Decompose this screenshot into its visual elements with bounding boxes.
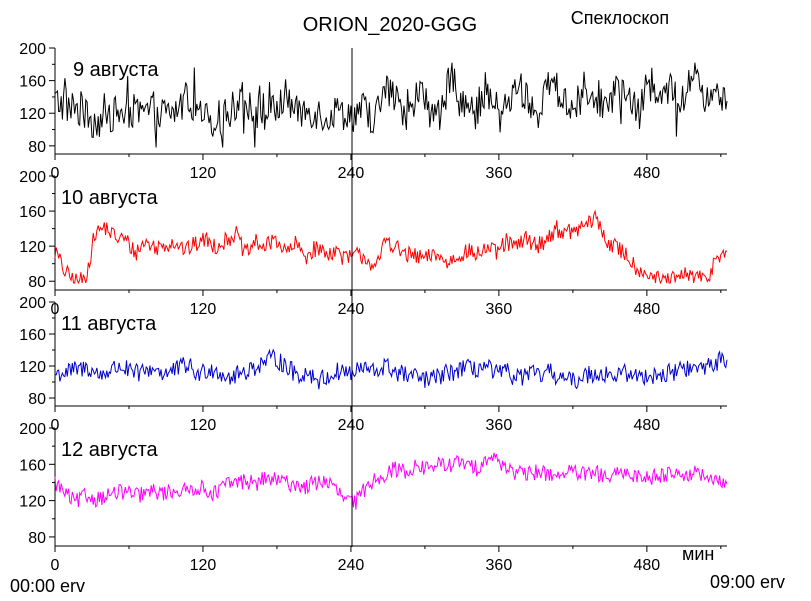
x-tick-label: 120 <box>190 417 217 434</box>
y-tick-label: 80 <box>28 274 46 291</box>
y-tick-label: 160 <box>19 74 46 91</box>
panel-3: 80 120 160 200 0 120 240 360 480 11 августа <box>19 295 728 434</box>
x-tick-label: 240 <box>338 557 365 574</box>
x-tick-label: 120 <box>190 557 217 574</box>
x-tick-label: 360 <box>486 417 513 434</box>
x-tick-label: 120 <box>190 301 217 318</box>
y-tick-label: 120 <box>19 106 46 123</box>
chart-subtitle: Спеклоскоп <box>571 8 669 28</box>
x-tick-label: 480 <box>634 301 661 318</box>
y-tick-label: 80 <box>28 139 46 156</box>
x-tick-label: 480 <box>634 417 661 434</box>
time-start-label: 00:00 erv <box>10 576 85 596</box>
x-tick-label: 480 <box>634 557 661 574</box>
chart-title: ORION_2020-GGG <box>303 14 478 36</box>
x-tick-label: 240 <box>338 165 365 182</box>
x-tick-label: 0 <box>51 557 60 574</box>
y-tick-label: 200 <box>19 295 46 312</box>
x-tick-label: 360 <box>486 301 513 318</box>
x-tick-label: 240 <box>338 417 365 434</box>
series-line <box>54 209 728 285</box>
y-tick-label: 160 <box>19 327 46 344</box>
x-tick-label: 360 <box>486 557 513 574</box>
x-tick-label: 0 <box>51 165 60 182</box>
x-tick-label: 480 <box>634 165 661 182</box>
x-tick-label: 240 <box>338 301 365 318</box>
chart-panels: 80 120 160 200 0 120 240 360 480 9 августа 80 120 16… <box>19 41 728 574</box>
y-tick-label: 120 <box>19 494 46 511</box>
time-end-label: 09:00 erv <box>710 572 785 592</box>
panel-label: 12 августа <box>61 439 159 461</box>
series-line <box>54 348 728 390</box>
y-tick-label: 120 <box>19 359 46 376</box>
panel-4: 80 120 160 200 0 120 240 360 480 12 августа <box>19 421 728 574</box>
series-line <box>54 452 728 510</box>
y-tick-label: 160 <box>19 457 46 474</box>
panel-label: 11 августа <box>61 313 157 335</box>
x-tick-label: 120 <box>190 165 217 182</box>
y-tick-label: 160 <box>19 204 46 221</box>
series-line <box>54 62 728 148</box>
x-tick-label: 0 <box>51 417 60 434</box>
y-tick-label: 200 <box>19 421 46 438</box>
panel-label: 9 августа <box>73 59 159 81</box>
panel-label: 10 августа <box>61 187 159 209</box>
y-tick-label: 120 <box>19 239 46 256</box>
y-tick-label: 200 <box>19 169 46 186</box>
x-unit-label: мин <box>682 544 714 564</box>
y-tick-label: 80 <box>28 391 46 408</box>
y-tick-label: 200 <box>19 41 46 58</box>
x-tick-label: 360 <box>486 165 513 182</box>
y-tick-label: 80 <box>28 530 46 547</box>
panel-1: 80 120 160 200 0 120 240 360 480 9 августа <box>19 41 728 182</box>
